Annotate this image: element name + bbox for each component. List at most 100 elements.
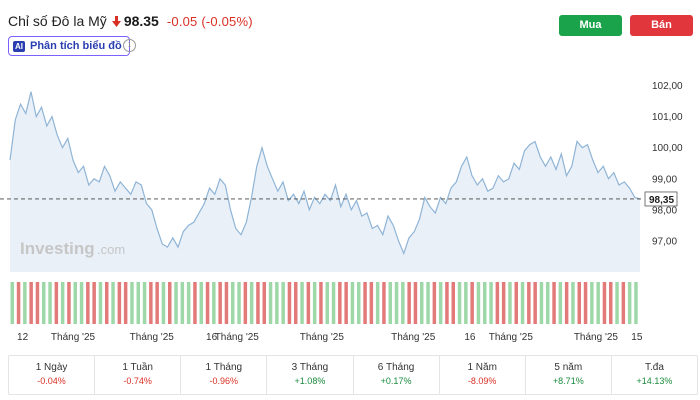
volume-bar [590,282,594,324]
price-change-abs: -0.05 [166,13,198,29]
period-1[interactable]: 1 Tuần -0.74% [95,356,182,394]
volume-bar [539,282,544,324]
volume-bar [552,282,556,324]
volume-bar [180,282,185,324]
volume-bar [10,282,14,324]
volume-bar [508,282,512,324]
volume-bar [262,282,266,324]
period-0[interactable]: 1 Ngày -0.04% [9,356,96,394]
volume-bar [438,282,443,324]
volume-bar [142,282,147,324]
volume-bar [193,282,197,324]
volume-bar [111,282,115,324]
current-price-box [644,191,678,207]
volume-bar [155,282,159,324]
volume-bar [615,282,619,324]
current-price: 98.35 [123,13,159,29]
volume-bar [520,282,525,324]
volume-bar [105,282,109,324]
volume-bar [457,282,462,324]
period-change: +14.13% [636,376,673,386]
volume-bar [394,282,399,324]
period-2[interactable]: 1 Tháng -0.96% [181,356,268,394]
x-tick-label: Tháng '25 [300,332,345,343]
volume-bar [79,282,84,324]
volume-bar [231,282,235,324]
volume-bar [29,282,33,324]
volume-bar [596,282,600,324]
volume-bar [92,282,96,324]
current-price-tag: 98,35 [644,191,678,207]
volume-bar [224,282,229,324]
x-tick-label: Tháng '25 [51,332,96,343]
price-change: -0.05 (-0.05%) [167,14,253,29]
x-tick-label: 16 [206,332,218,343]
period-label: T.đa [644,362,664,373]
volume-bar [212,282,216,324]
volume-bar [369,282,374,324]
volume-bar [357,282,361,324]
volume-bar [294,282,298,324]
info-icon[interactable]: i [123,39,136,52]
period-5[interactable]: 1 Năm -8.09% [440,356,526,394]
period-label: 1 Tháng [205,362,243,373]
volume-bar [218,282,222,324]
x-tick-label: Tháng '25 [574,332,619,343]
x-tick-label: Tháng '25 [215,332,260,343]
volume-bar [35,282,40,324]
period-change: -8.09% [467,376,497,386]
price-chart[interactable]: Investing .com 102,00 101,00 100,00 99,00 98… [0,62,700,347]
period-4[interactable]: 6 Tháng +0.17% [354,356,440,394]
volume-bar [60,282,65,324]
volume-bar [312,282,317,324]
volume-bar [621,282,626,324]
volume-bar [281,282,285,324]
volume-bar [338,282,342,324]
volume-bar [451,282,455,324]
current-price-label: 98,35 [649,195,674,206]
y-tick-label: 101,00 [652,112,683,123]
buy-button[interactable]: Mua [559,15,622,36]
period-label: 5 năm [554,362,583,373]
volume-bar [558,282,563,324]
volume-bar [401,282,405,324]
volume-bar [426,282,430,324]
y-tick-label: 100,00 [652,143,683,154]
volume-bar [577,282,581,324]
period-change: -0.74% [123,376,152,386]
volume-bar [627,282,632,324]
period-3[interactable]: 3 Tháng +1.08% [267,356,354,394]
volume-bar [325,282,329,324]
price-line [9,91,641,256]
x-tick-label: 15 [631,332,643,343]
period-label: 1 Năm [467,362,497,373]
volume-bar [86,282,90,324]
volume-bar [73,282,77,324]
volume-bar [161,282,166,324]
volume-bar [67,282,71,324]
volume-bar [249,282,254,324]
period-6[interactable]: 5 năm +8.71% [526,356,612,394]
y-axis: 102,00 101,00 100,00 99,00 98,00 97,00 [652,81,683,247]
instrument-title: Chỉ số Đô la Mỹ [8,13,107,29]
volume-bar [300,282,304,324]
volume-bar [319,282,323,324]
volume-bar [168,282,172,324]
y-tick-label: 98,00 [652,205,677,216]
volume-bar [514,282,518,324]
instrument-header: Chỉ số Đô la Mỹ 98.35 -0.05 (-0.05%) AI … [0,0,700,60]
y-tick-label: 97,00 [652,236,677,247]
price-area [10,91,640,272]
x-tick-label: 12 [17,332,29,343]
performance-bar: 1 Ngày -0.04% 1 Tuần -0.74% 1 Tháng -0.96% 3 T… [8,355,698,395]
volume-bar [527,282,531,324]
sell-button[interactable]: Bán [630,15,693,36]
chart-analysis-button[interactable]: AI Phân tích biểu đồ [8,36,130,56]
period-7[interactable]: T.đa +14.13% [612,356,697,394]
volume-bar [464,282,468,324]
volume-bar [23,282,27,324]
price-chart-svg[interactable]: Investing .com 102,00 101,00 100,00 99,00 98… [0,62,700,347]
y-tick-label: 102,00 [652,81,683,92]
volume-bar [243,282,248,324]
volume-bar [205,282,210,324]
